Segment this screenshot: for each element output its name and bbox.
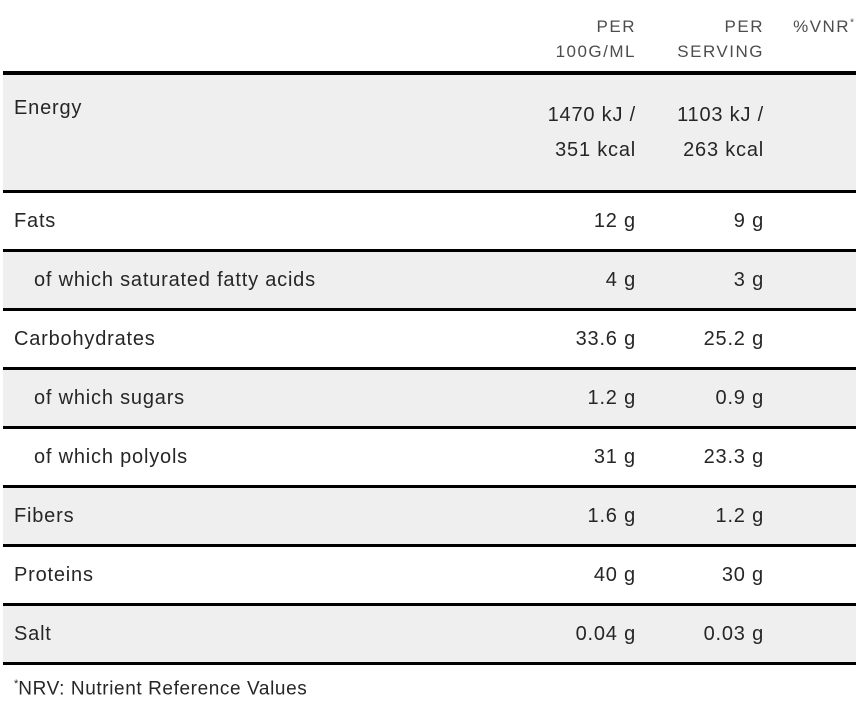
value-percent-nrv [766, 428, 856, 487]
value-per-serving: 25.2 g [703, 327, 764, 350]
row-label: Carbohydrates [14, 327, 156, 350]
footnote: *NRV: Nutrient Reference Values [3, 664, 856, 704]
value-percent-nrv [766, 546, 856, 605]
value-per-100g: 33.6 g [575, 327, 636, 350]
value-per-100g: 0.04 g [575, 622, 636, 645]
value-per-serving: 9 g [733, 209, 764, 232]
value-per-serving: 30 g [721, 563, 764, 586]
table-row-sugars: of which sugars 1.2 g 0.9 g [3, 368, 856, 428]
percent-nrv-label: %VNR [793, 17, 851, 36]
value-per-serving: 3 g [733, 268, 764, 291]
row-label: of which saturated fatty acids [34, 268, 316, 291]
value-per-serving: 0.9 g [715, 386, 764, 409]
footnote-text: NRV: Nutrient Reference Values [18, 677, 308, 699]
column-header-per-serving: PER SERVING [677, 17, 764, 61]
value-percent-nrv [766, 73, 856, 192]
header-row: PER 100G/ML PER SERVING %VNR* [3, 0, 856, 74]
column-header-per-100g: PER 100G/ML [555, 17, 636, 61]
row-label: Proteins [14, 563, 94, 586]
table-row-salt: Salt 0.04 g 0.03 g [3, 604, 856, 664]
value-per-serving: 1.2 g [715, 504, 764, 527]
table-body: Energy 1470 kJ / 351 kcal 1103 kJ / 263 … [3, 73, 856, 704]
value-per-serving: 1103 kJ / 263 kcal [677, 103, 764, 161]
column-header-percent-nrv: %VNR* [766, 0, 856, 73]
value-per-100g: 12 g [593, 209, 636, 232]
table-row-footnote: *NRV: Nutrient Reference Values [3, 664, 856, 704]
value-per-100g: 40 g [593, 563, 636, 586]
table-row-proteins: Proteins 40 g 30 g [3, 546, 856, 605]
table-row-fibers: Fibers 1.6 g 1.2 g [3, 486, 856, 546]
value-percent-nrv [766, 251, 856, 310]
table-header: PER 100G/ML PER SERVING %VNR* [3, 0, 856, 74]
value-percent-nrv [766, 310, 856, 369]
value-percent-nrv [766, 605, 856, 664]
value-per-serving: 23.3 g [703, 445, 764, 468]
row-label: of which polyols [34, 445, 188, 468]
value-percent-nrv [766, 487, 856, 546]
value-per-100g: 1470 kJ / 351 kcal [547, 103, 636, 161]
nutrition-facts-table: PER 100G/ML PER SERVING %VNR* Energy 147… [3, 0, 856, 704]
value-per-100g: 31 g [593, 445, 636, 468]
percent-nrv-asterisk: * [850, 17, 854, 29]
value-per-serving: 0.03 g [703, 622, 764, 645]
row-label: Fibers [14, 504, 75, 527]
value-percent-nrv [766, 369, 856, 428]
footnote-asterisk: * [14, 677, 19, 690]
row-label: of which sugars [34, 386, 185, 409]
table-row-carbohydrates: Carbohydrates 33.6 g 25.2 g [3, 310, 856, 369]
value-per-100g: 1.6 g [587, 504, 636, 527]
value-per-100g: 1.2 g [587, 386, 636, 409]
value-percent-nrv [766, 192, 856, 251]
value-per-100g: 4 g [605, 268, 636, 291]
column-header-blank [3, 0, 504, 73]
table-row-fats: Fats 12 g 9 g [3, 192, 856, 251]
row-label: Energy [14, 97, 83, 120]
table-row-saturated-fats: of which saturated fatty acids 4 g 3 g [3, 250, 856, 310]
row-label: Fats [14, 209, 57, 232]
row-label: Salt [14, 622, 52, 645]
table-row-energy: Energy 1470 kJ / 351 kcal 1103 kJ / 263 … [3, 73, 856, 192]
table-row-polyols: of which polyols 31 g 23.3 g [3, 428, 856, 487]
